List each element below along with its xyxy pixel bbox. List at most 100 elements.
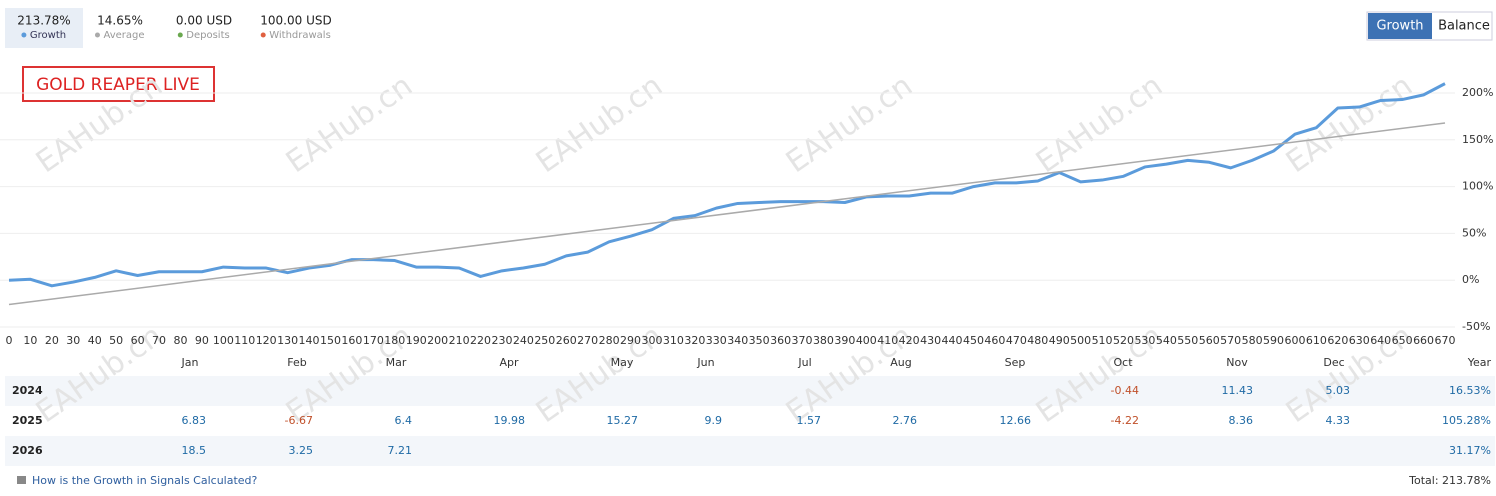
row-bg [5, 436, 1495, 466]
x-tick-label: 600 [1284, 334, 1305, 347]
active-stat-bg [5, 8, 83, 48]
x-tick-label: 50 [109, 334, 123, 347]
x-tick-label: 310 [663, 334, 684, 347]
growth-button-bg[interactable] [1368, 13, 1432, 39]
cell: 105.28% [1442, 414, 1491, 427]
x-tick-label: 300 [641, 334, 662, 347]
x-tick-label: 340 [727, 334, 748, 347]
x-tick-label: 490 [1049, 334, 1070, 347]
x-tick-label: 10 [23, 334, 37, 347]
x-tick-label: 380 [813, 334, 834, 347]
x-tick-label: 110 [234, 334, 255, 347]
x-tick-label: 320 [684, 334, 705, 347]
x-tick-label: 90 [195, 334, 209, 347]
cell: 6.4 [395, 414, 413, 427]
x-tick-label: 0 [6, 334, 13, 347]
legend-dot [21, 32, 27, 38]
x-tick-label: 130 [277, 334, 298, 347]
x-tick-label: 140 [299, 334, 320, 347]
help-link[interactable]: How is the Growth in Signals Calculated? [32, 474, 258, 487]
series-line [8, 122, 1446, 306]
y-tick-label: 100% [1462, 180, 1493, 193]
x-tick-label: 540 [1156, 334, 1177, 347]
cell: 18.5 [182, 444, 207, 457]
y-tick-label: 0% [1462, 273, 1479, 286]
x-tick-label: 190 [406, 334, 427, 347]
legend-dot [260, 32, 266, 38]
x-tick-label: 630 [1349, 334, 1370, 347]
x-tick-label: 120 [256, 334, 277, 347]
cell: 11.43 [1222, 384, 1254, 397]
column-header: Aug [890, 356, 911, 369]
column-header: Sep [1005, 356, 1026, 369]
x-tick-label: 250 [534, 334, 555, 347]
x-tick-label: 360 [770, 334, 791, 347]
x-tick-label: 260 [556, 334, 577, 347]
cell: 6.83 [182, 414, 207, 427]
cell: 1.57 [797, 414, 822, 427]
x-tick-label: 270 [577, 334, 598, 347]
column-header: Dec [1323, 356, 1344, 369]
stat-value: 14.65% [97, 14, 143, 28]
column-header: Apr [499, 356, 519, 369]
cell: 7.21 [388, 444, 413, 457]
column-header: May [611, 356, 634, 369]
x-tick-label: 510 [1092, 334, 1113, 347]
x-tick-label: 100 [213, 334, 234, 347]
x-tick-label: 550 [1177, 334, 1198, 347]
x-tick-label: 70 [152, 334, 166, 347]
x-tick-label: 440 [942, 334, 963, 347]
x-tick-label: 170 [363, 334, 384, 347]
cell: -6.67 [285, 414, 313, 427]
watermark: EAHub.cn [780, 68, 919, 180]
growth-button[interactable]: Growth [1376, 19, 1423, 34]
cell: 19.98 [494, 414, 526, 427]
cell: 16.53% [1449, 384, 1491, 397]
x-tick-label: 200 [427, 334, 448, 347]
x-tick-label: 450 [963, 334, 984, 347]
total: Total: 213.78% [1408, 474, 1491, 487]
column-header: Jan [181, 356, 199, 369]
x-tick-label: 160 [341, 334, 362, 347]
legend-dot [177, 32, 183, 38]
x-tick-label: 580 [1242, 334, 1263, 347]
cell: 2.76 [893, 414, 918, 427]
column-header: Mar [386, 356, 407, 369]
title-box [22, 66, 215, 102]
row-year: 2024 [12, 384, 43, 397]
x-tick-label: 650 [1392, 334, 1413, 347]
x-tick-label: 670 [1435, 334, 1456, 347]
x-tick-label: 370 [792, 334, 813, 347]
stat-label: Withdrawals [269, 30, 331, 41]
x-tick-label: 460 [984, 334, 1005, 347]
x-tick-label: 30 [66, 334, 80, 347]
x-tick-label: 410 [877, 334, 898, 347]
x-tick-label: 180 [384, 334, 405, 347]
column-header: Oct [1113, 356, 1133, 369]
stat-label: Growth [30, 30, 66, 41]
x-tick-label: 350 [749, 334, 770, 347]
row-year: 2026 [12, 444, 43, 457]
x-tick-label: 280 [599, 334, 620, 347]
x-tick-label: 640 [1370, 334, 1391, 347]
x-tick-label: 400 [856, 334, 877, 347]
chart-title: GOLD REAPER LIVE [36, 75, 200, 95]
x-tick-label: 610 [1306, 334, 1327, 347]
balance-button[interactable]: Balance [1438, 19, 1490, 34]
watermark: EAHub.cn [530, 68, 669, 180]
x-tick-label: 330 [706, 334, 727, 347]
column-header: Feb [287, 356, 306, 369]
x-tick-label: 480 [1027, 334, 1048, 347]
row-bg [5, 376, 1495, 406]
x-tick-label: 570 [1220, 334, 1241, 347]
x-tick-label: 240 [513, 334, 534, 347]
legend-dot [94, 32, 100, 38]
x-tick-label: 80 [173, 334, 187, 347]
stat-label: Average [103, 30, 144, 41]
x-tick-label: 210 [449, 334, 470, 347]
cell: 3.25 [289, 444, 314, 457]
x-tick-label: 500 [1070, 334, 1091, 347]
cell: 9.9 [705, 414, 723, 427]
x-tick-label: 20 [45, 334, 59, 347]
